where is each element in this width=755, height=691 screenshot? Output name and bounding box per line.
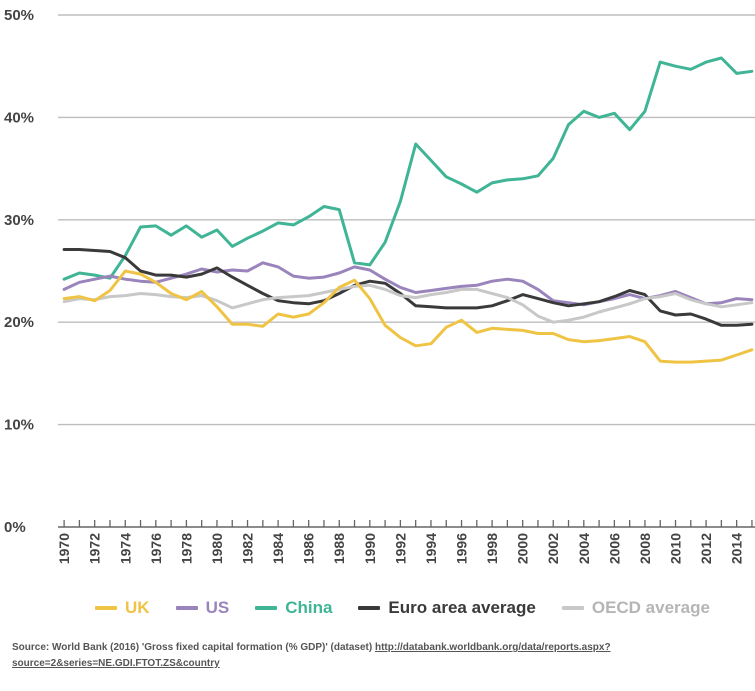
- legend-item-euro-area-average: Euro area average: [358, 598, 536, 618]
- x-tick-label: 2000: [515, 533, 531, 564]
- y-tick-label: 20%: [4, 314, 34, 331]
- series-lines: [62, 56, 754, 364]
- legend-swatch: [561, 606, 584, 610]
- gridlines: [58, 14, 755, 528]
- y-tick-label: 30%: [4, 212, 34, 229]
- y-tick-label: 40%: [4, 109, 34, 126]
- x-tick-label: 1996: [454, 533, 470, 564]
- legend-item-uk: UK: [95, 598, 150, 618]
- y-tick-label: 50%: [4, 7, 34, 24]
- legend-swatch: [95, 606, 117, 610]
- x-tick-label: 1982: [240, 533, 256, 564]
- legend-swatch: [175, 606, 198, 610]
- x-tick-label: 2006: [606, 533, 622, 564]
- x-tick-label: 1980: [209, 533, 225, 564]
- legend-swatch: [255, 606, 278, 610]
- x-tick-label: 1994: [423, 533, 439, 564]
- x-tick-label: 1992: [392, 533, 408, 564]
- legend-label: China: [285, 598, 333, 617]
- x-tick-label: 1998: [484, 533, 500, 564]
- x-tick-label: 1972: [87, 533, 103, 564]
- source-note: Source: World Bank (2016) 'Gross fixed c…: [12, 640, 747, 672]
- legend-swatch: [358, 606, 381, 610]
- x-tick-label: 1990: [362, 533, 378, 564]
- x-tick-label: 1970: [56, 533, 72, 564]
- x-tick-label: 2010: [668, 533, 684, 564]
- chart-legend: UK US China Euro area average OECD average: [95, 598, 736, 618]
- legend-label: UK: [125, 598, 150, 617]
- series-line-china: [62, 56, 754, 281]
- legend-item-oecd-average: OECD average: [561, 598, 710, 618]
- source-label: Source: World Bank (2016) 'Gross fixed c…: [12, 642, 375, 653]
- x-tick-label: 1986: [301, 533, 317, 564]
- series-line-uk: [62, 269, 754, 364]
- x-tick-label: 2012: [698, 533, 714, 564]
- legend-label: US: [205, 598, 230, 617]
- y-axis-ticks: 0% 10% 20% 30% 40% 50%: [4, 7, 34, 536]
- legend-item-china: China: [255, 598, 332, 618]
- source-link[interactable]: http://databank.worldbank.org/data/repor…: [12, 642, 611, 669]
- x-tick-label: 2008: [637, 533, 653, 564]
- legend-label: Euro area average: [388, 598, 536, 617]
- x-axis-ticks: 1970 1972 1974 1976 1978 1980 1982 1984 1986 1988…: [56, 520, 753, 564]
- y-tick-label: 10%: [4, 417, 34, 434]
- x-tick-label: 1988: [331, 533, 347, 564]
- x-tick-label: 2014: [729, 533, 745, 564]
- x-tick-label: 2004: [576, 533, 592, 564]
- line-chart: 0%10%20%30%40%50% 1970 1972 1974 1976 1978 19…: [4, 7, 755, 564]
- legend-label: OECD average: [591, 598, 710, 617]
- x-tick-label: 2002: [545, 533, 561, 564]
- x-tick-label: 1974: [117, 533, 133, 564]
- x-tick-label: 1976: [148, 533, 164, 564]
- x-tick-label: 1984: [270, 533, 286, 564]
- legend-item-us: US: [175, 598, 230, 618]
- x-tick-label: 1978: [178, 533, 194, 564]
- y-tick-label: 0%: [4, 519, 26, 536]
- series-line-euro-area-average: [62, 248, 754, 327]
